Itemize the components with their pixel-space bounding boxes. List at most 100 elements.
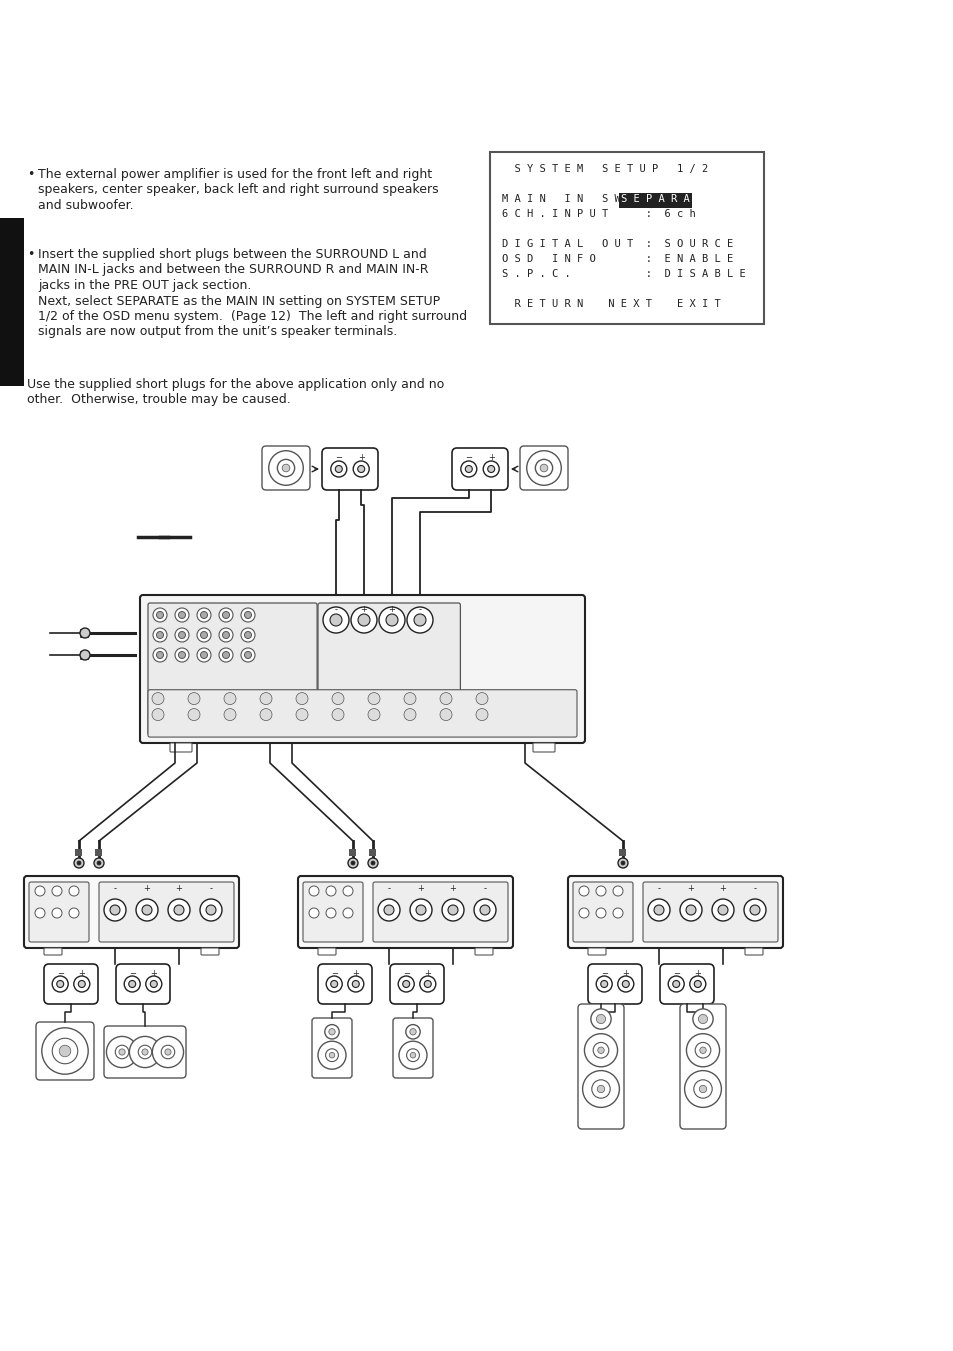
Text: jacks in the PRE OUT jack section.: jacks in the PRE OUT jack section.: [38, 280, 251, 292]
Circle shape: [439, 693, 452, 705]
FancyBboxPatch shape: [317, 948, 335, 955]
Circle shape: [52, 1038, 78, 1063]
FancyBboxPatch shape: [140, 594, 584, 743]
Circle shape: [168, 898, 190, 921]
Circle shape: [178, 651, 185, 658]
Circle shape: [326, 975, 342, 992]
Circle shape: [695, 1043, 710, 1058]
Circle shape: [357, 613, 370, 626]
Text: M A I N   I N   S W    :: M A I N I N S W :: [501, 195, 664, 204]
Circle shape: [352, 981, 359, 988]
Text: −: −: [600, 969, 607, 978]
Circle shape: [368, 693, 379, 705]
Circle shape: [74, 858, 84, 867]
Text: +: +: [388, 605, 395, 613]
Circle shape: [535, 459, 552, 477]
Circle shape: [56, 981, 64, 988]
Circle shape: [42, 1028, 88, 1074]
Circle shape: [309, 886, 318, 896]
Circle shape: [206, 905, 215, 915]
Circle shape: [69, 908, 79, 917]
Circle shape: [686, 1034, 719, 1067]
Text: and subwoofer.: and subwoofer.: [38, 199, 133, 212]
Circle shape: [110, 905, 120, 915]
Text: 1/2 of the OSD menu system.  (Page 12)  The left and right surround: 1/2 of the OSD menu system. (Page 12) Th…: [38, 309, 467, 323]
Circle shape: [439, 709, 452, 720]
Text: D I G I T A L   O U T  :  S O U R C E: D I G I T A L O U T : S O U R C E: [501, 239, 733, 249]
Circle shape: [410, 1052, 416, 1058]
Circle shape: [152, 648, 167, 662]
Text: −: −: [465, 453, 472, 462]
Circle shape: [138, 1046, 152, 1059]
Bar: [349, 851, 356, 855]
Circle shape: [156, 612, 163, 619]
FancyBboxPatch shape: [744, 948, 762, 955]
Circle shape: [699, 1085, 706, 1093]
Circle shape: [77, 861, 81, 865]
Circle shape: [222, 612, 230, 619]
Bar: [95, 848, 102, 852]
FancyBboxPatch shape: [393, 1019, 433, 1078]
Circle shape: [647, 898, 669, 921]
FancyBboxPatch shape: [148, 690, 577, 738]
Circle shape: [200, 631, 208, 639]
FancyBboxPatch shape: [148, 603, 316, 735]
Circle shape: [749, 905, 760, 915]
FancyBboxPatch shape: [533, 743, 555, 753]
Bar: [490, 153, 763, 324]
Circle shape: [241, 628, 254, 642]
Circle shape: [244, 631, 252, 639]
Circle shape: [384, 905, 394, 915]
Circle shape: [667, 975, 683, 992]
Circle shape: [329, 1052, 335, 1058]
Circle shape: [684, 1070, 720, 1108]
FancyBboxPatch shape: [29, 882, 89, 942]
Text: +: +: [175, 884, 182, 893]
Circle shape: [591, 1079, 610, 1098]
Circle shape: [222, 631, 230, 639]
Circle shape: [357, 466, 364, 473]
Text: •: •: [27, 168, 34, 181]
Circle shape: [277, 459, 294, 477]
Circle shape: [295, 693, 308, 705]
Circle shape: [330, 613, 341, 626]
Circle shape: [241, 608, 254, 621]
Text: -: -: [483, 884, 486, 893]
FancyBboxPatch shape: [24, 875, 239, 948]
Circle shape: [196, 628, 211, 642]
Text: Insert the supplied short plugs between the SURROUND L and: Insert the supplied short plugs between …: [38, 249, 426, 261]
FancyBboxPatch shape: [587, 948, 605, 955]
Circle shape: [351, 861, 355, 865]
Circle shape: [174, 648, 189, 662]
Circle shape: [582, 1070, 618, 1108]
Circle shape: [351, 607, 376, 634]
Circle shape: [593, 1043, 608, 1058]
Text: •: •: [27, 249, 34, 261]
Circle shape: [596, 1015, 605, 1024]
Bar: [349, 848, 356, 852]
Text: -: -: [335, 605, 337, 613]
Circle shape: [152, 709, 164, 720]
FancyBboxPatch shape: [36, 1021, 94, 1079]
Circle shape: [331, 461, 347, 477]
Circle shape: [260, 709, 272, 720]
Circle shape: [73, 975, 90, 992]
Circle shape: [618, 858, 627, 867]
Circle shape: [596, 975, 612, 992]
Circle shape: [403, 709, 416, 720]
Circle shape: [97, 861, 101, 865]
Text: The external power amplifier is used for the front left and right: The external power amplifier is used for…: [38, 168, 432, 181]
Circle shape: [295, 709, 308, 720]
Circle shape: [324, 1024, 339, 1039]
Circle shape: [326, 886, 335, 896]
Circle shape: [424, 981, 431, 988]
Text: other.  Otherwise, trouble may be caused.: other. Otherwise, trouble may be caused.: [27, 393, 291, 407]
FancyBboxPatch shape: [99, 882, 233, 942]
Circle shape: [161, 1046, 174, 1059]
Circle shape: [174, 628, 189, 642]
FancyBboxPatch shape: [317, 965, 372, 1004]
FancyBboxPatch shape: [475, 948, 493, 955]
Circle shape: [241, 648, 254, 662]
Circle shape: [200, 651, 208, 658]
Bar: [618, 848, 626, 852]
